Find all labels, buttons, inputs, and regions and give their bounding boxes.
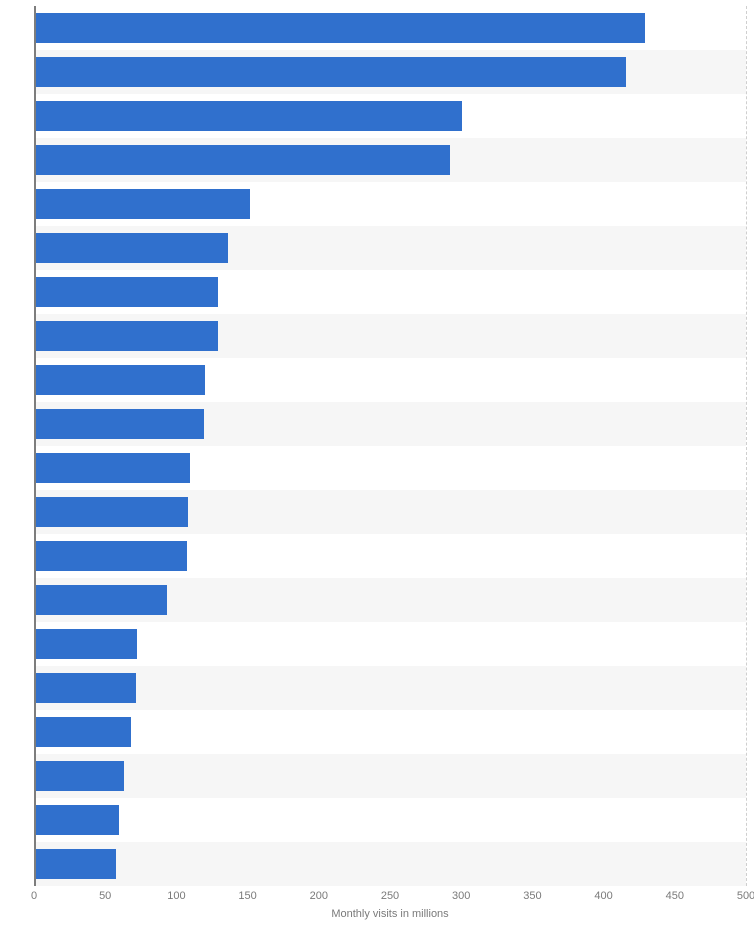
- bar: [36, 453, 190, 483]
- x-tick: 50: [99, 890, 111, 902]
- row-band: [34, 622, 746, 666]
- x-tick: 400: [594, 890, 612, 902]
- bar: [36, 57, 626, 87]
- bar: [36, 277, 218, 307]
- row-band: [34, 710, 746, 754]
- x-tick: 450: [666, 890, 684, 902]
- row-band: [34, 666, 746, 710]
- bar: [36, 585, 167, 615]
- bar: [36, 321, 218, 351]
- y-axis-line: [34, 6, 36, 886]
- row-band: [34, 842, 746, 886]
- x-tick: 200: [310, 890, 328, 902]
- bar: [36, 805, 119, 835]
- bar: [36, 673, 136, 703]
- bar: [36, 145, 450, 175]
- bar: [36, 233, 228, 263]
- row-band: [34, 798, 746, 842]
- x-tick: 350: [523, 890, 541, 902]
- x-tick: 0: [31, 890, 37, 902]
- x-axis: Monthly visits in millions 0 50 100 150 200 2…: [34, 886, 746, 926]
- x-tick: 500: [737, 890, 754, 902]
- bar: [36, 409, 204, 439]
- plot-area: [34, 6, 746, 886]
- bar: [36, 541, 187, 571]
- bar: [36, 717, 131, 747]
- x-tick: 300: [452, 890, 470, 902]
- x-tick: 250: [381, 890, 399, 902]
- bar: [36, 629, 137, 659]
- x-axis-label: Monthly visits in millions: [331, 908, 448, 920]
- bar: [36, 365, 205, 395]
- row-band: [34, 754, 746, 798]
- bar: [36, 849, 116, 879]
- bar: [36, 101, 462, 131]
- bar: [36, 189, 250, 219]
- chart-container: Monthly visits in millions 0 50 100 150 200 2…: [0, 0, 754, 929]
- gridline: [746, 6, 747, 886]
- bar: [36, 761, 124, 791]
- bar: [36, 13, 645, 43]
- bar: [36, 497, 188, 527]
- x-tick: 100: [167, 890, 185, 902]
- x-tick: 150: [238, 890, 256, 902]
